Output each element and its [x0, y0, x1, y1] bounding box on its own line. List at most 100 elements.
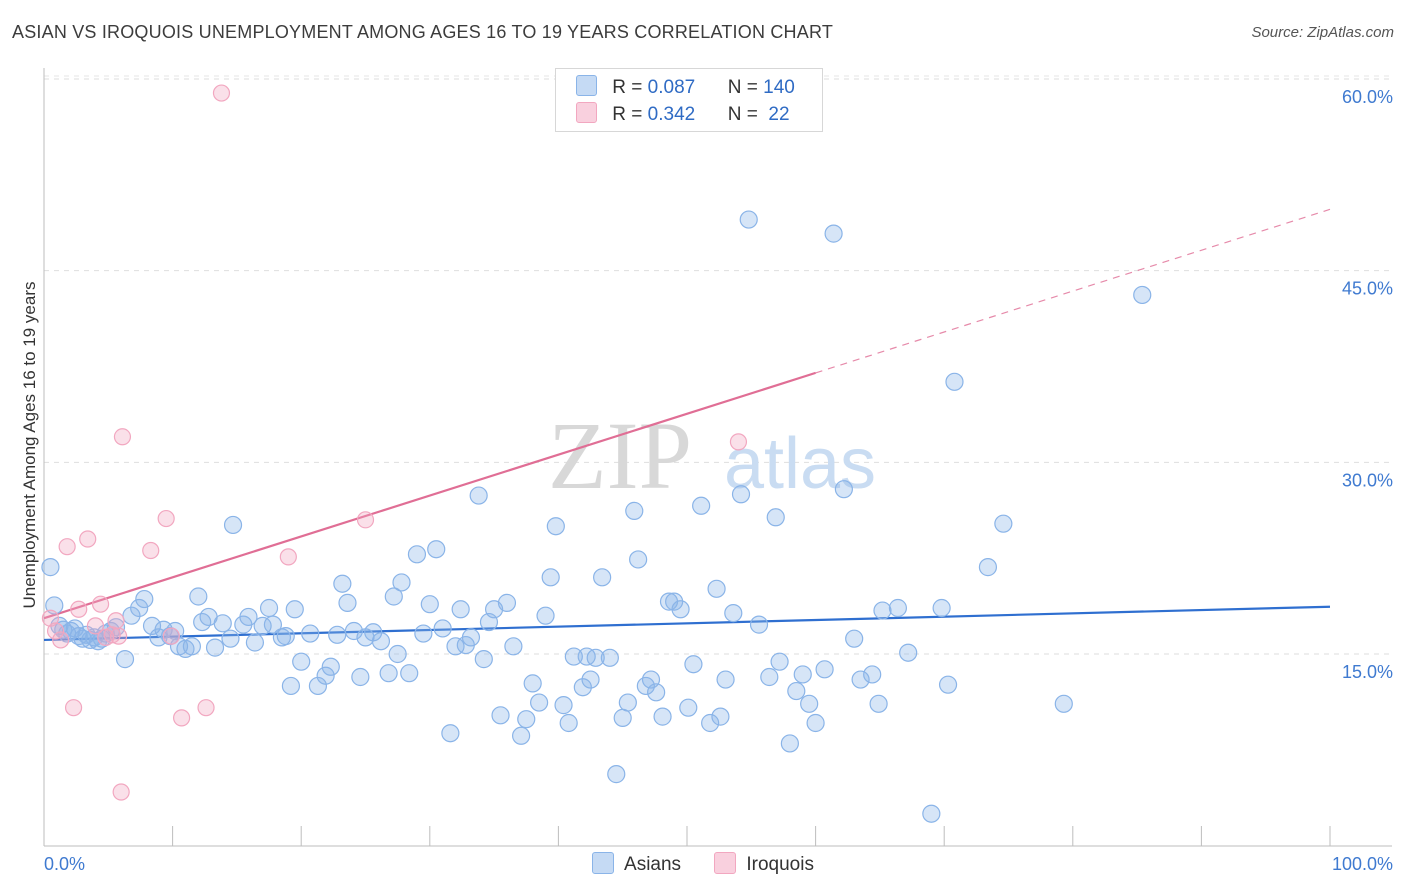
asian-point: [749, 615, 769, 634]
asian-point: [433, 619, 452, 638]
asian-point: [873, 601, 892, 620]
asian-point: [724, 604, 743, 623]
asian-point: [888, 598, 908, 618]
asian-point: [130, 598, 149, 618]
asian-point: [213, 614, 232, 633]
legend-n-value: 22: [763, 104, 790, 125]
asian-point: [1054, 694, 1073, 713]
asian-point: [414, 624, 433, 643]
asian-point: [701, 713, 720, 733]
iroquois-point: [46, 622, 65, 640]
asian-point: [800, 694, 819, 713]
legend-row-iroquois: R = 0.342 N = 22: [576, 102, 790, 128]
iroquois-point: [58, 538, 76, 556]
asian-point: [629, 550, 648, 569]
asian-point: [491, 706, 510, 725]
iroquois-point: [356, 511, 375, 529]
asian-point: [945, 372, 964, 391]
legend-item-iroquois[interactable]: Iroquois: [714, 852, 814, 876]
asian-point: [653, 707, 672, 726]
asian-point: [388, 644, 407, 664]
asian-point: [245, 633, 265, 652]
iroquois-point: [41, 609, 60, 627]
y-tick-label: 60.0%: [1342, 87, 1393, 107]
asian-point: [834, 480, 853, 499]
asian-point: [793, 665, 812, 684]
asian-point: [851, 670, 870, 689]
asian-point: [586, 648, 605, 667]
y-tick-label: 45.0%: [1342, 279, 1393, 299]
asian-point: [189, 587, 208, 606]
asian-point: [780, 734, 799, 753]
asian-point: [806, 713, 825, 733]
iroquois-point: [197, 699, 215, 717]
asian-point: [766, 508, 785, 527]
asian-point: [512, 726, 531, 745]
legend-label-iroquois: Iroquois: [746, 854, 814, 875]
iroquois-trend-line: [43, 371, 816, 620]
asian-point: [845, 629, 864, 648]
legend-swatch-iroquois: [714, 852, 737, 874]
asian-point: [474, 650, 493, 669]
asian-point: [824, 224, 843, 243]
legend-swatch-asians: [592, 852, 615, 874]
asian-point: [41, 558, 60, 577]
asian-point: [338, 593, 357, 612]
asian-point: [379, 664, 398, 683]
legend-n-label: N =: [727, 77, 764, 98]
legend-swatch-iroquois: [576, 102, 597, 123]
asian-point: [281, 676, 301, 696]
asian-point: [600, 648, 619, 667]
asian-point: [469, 486, 488, 505]
iroquois-point: [212, 84, 231, 102]
legend-row-asians: R = 0.087 N = 140: [576, 75, 795, 101]
asian-point: [392, 573, 411, 592]
asian-point: [205, 638, 225, 657]
asian-point: [351, 667, 370, 687]
stats-legend: R = 0.087 N = 140 R = 0.342 N = 22: [555, 68, 823, 132]
asian-point: [546, 517, 565, 536]
asian-point: [1133, 285, 1152, 305]
asian-point: [625, 501, 644, 520]
asian-point: [938, 675, 958, 694]
asian-point: [135, 589, 154, 609]
asian-point: [613, 708, 632, 727]
asian-point: [731, 485, 751, 504]
asian-point: [994, 514, 1013, 533]
iroquois-point: [173, 709, 191, 727]
axes: [43, 68, 1392, 847]
asian-point: [618, 693, 637, 712]
asian-point: [371, 632, 391, 651]
asian-point: [671, 600, 690, 619]
asian-point: [461, 628, 481, 647]
x-tick-label: 100.0%: [1332, 854, 1393, 874]
asian-point: [223, 515, 243, 535]
legend-n-label: N =: [727, 104, 764, 125]
asian-point: [899, 643, 918, 662]
iroquois-trend-extension: [815, 208, 1331, 374]
asian-point: [739, 210, 758, 229]
asian-point: [276, 627, 295, 646]
legend-item-asians[interactable]: Asians: [592, 852, 681, 876]
asian-point: [932, 598, 951, 618]
asian-point: [573, 678, 592, 697]
asian-point: [221, 629, 240, 648]
asian-point: [581, 670, 600, 689]
asian-point: [541, 568, 560, 587]
source-label: Source: ZipAtlas.com: [1251, 24, 1394, 41]
iroquois-point: [103, 626, 121, 644]
iroquois-points: [41, 84, 748, 801]
asian-point: [504, 637, 523, 656]
asian-point: [978, 558, 998, 577]
legend-label-asians: Asians: [624, 854, 682, 875]
legend-r-value: 0.342: [647, 104, 696, 125]
asian-point: [441, 724, 460, 743]
asian-point: [344, 621, 364, 641]
iroquois-point: [112, 783, 130, 801]
y-axis-label: Unemployment Among Ages 16 to 19 years: [20, 281, 39, 609]
asian-point: [308, 676, 328, 696]
asian-point: [384, 587, 403, 606]
asian-point: [328, 625, 347, 644]
iroquois-point: [107, 612, 125, 630]
